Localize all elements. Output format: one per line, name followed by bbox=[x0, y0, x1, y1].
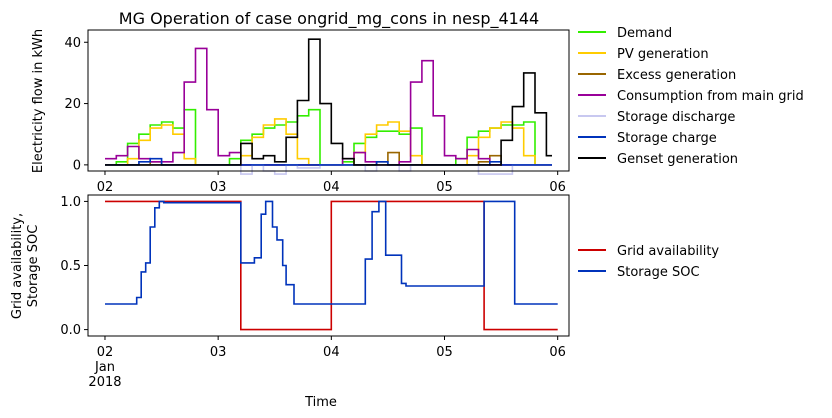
top-y-tick-label: 0 bbox=[73, 158, 81, 173]
top-chart-title: MG Operation of case ongrid_mg_cons in n… bbox=[119, 9, 539, 29]
bottom-x-tick-label: 05 bbox=[436, 345, 453, 360]
bottom-plot-area bbox=[105, 200, 558, 331]
x-axis-label: Time bbox=[304, 395, 337, 410]
top-y-tick-label: 20 bbox=[64, 97, 81, 112]
bottom-x-tick-label: 02 bbox=[97, 345, 114, 360]
top-plot-area bbox=[105, 38, 552, 175]
top-legend-label-pv-generation: PV generation bbox=[617, 47, 709, 62]
bottom-x-tick-sublabel: 2018 bbox=[88, 375, 121, 390]
bottom-y-tick-label: 0.0 bbox=[60, 323, 81, 338]
bottom-axes-frame bbox=[87, 194, 570, 337]
top-panel: MG Operation of case ongrid_mg_cons in n… bbox=[31, 9, 804, 195]
top-axes-frame bbox=[87, 29, 570, 172]
bottom-y-axis-label-line2: Storage SOC bbox=[26, 225, 41, 308]
top-legend-label-excess-generation: Excess generation bbox=[617, 68, 736, 83]
top-series-storage-discharge bbox=[105, 164, 552, 175]
bottom-x-tick-label: 03 bbox=[210, 345, 227, 360]
bottom-y-tick-label: 0.5 bbox=[60, 259, 81, 274]
top-y-tick-label: 40 bbox=[64, 36, 81, 51]
bottom-x-tick-label: 04 bbox=[323, 345, 340, 360]
top-x-tick-label: 02 bbox=[97, 180, 114, 195]
top-legend-label-demand: Demand bbox=[617, 26, 672, 41]
top-legend-label-genset-generation: Genset generation bbox=[617, 152, 738, 167]
top-series-consumption-from-main-grid bbox=[105, 47, 552, 166]
top-legend-label-storage-discharge: Storage discharge bbox=[617, 110, 735, 125]
top-series-genset-generation bbox=[105, 38, 552, 166]
bottom-y-axis-label: Grid availability, bbox=[10, 213, 25, 319]
bottom-x-tick-sublabel: Jan bbox=[94, 360, 115, 375]
top-x-tick-label: 03 bbox=[210, 180, 227, 195]
bottom-legend-label-grid-availability: Grid availability bbox=[617, 244, 719, 259]
top-x-tick-label: 05 bbox=[436, 180, 453, 195]
bottom-series-grid-availability bbox=[105, 200, 558, 331]
bottom-x-tick-label: 06 bbox=[549, 345, 566, 360]
top-legend-label-storage-charge: Storage charge bbox=[617, 131, 717, 146]
top-x-tick-label: 04 bbox=[323, 180, 340, 195]
top-legend-label-consumption-from-main-grid: Consumption from main grid bbox=[617, 89, 804, 104]
top-axis-ticks: 02 03 04 05 06 0 20 40 bbox=[64, 36, 566, 195]
bottom-legend-label-storage-soc: Storage SOC bbox=[617, 265, 700, 280]
bottom-series-storage-soc bbox=[105, 200, 558, 305]
bottom-legend: Grid availability Storage SOC bbox=[578, 244, 719, 280]
top-x-tick-label: 06 bbox=[549, 180, 566, 195]
top-y-axis-label: Electricity flow in kWh bbox=[31, 29, 46, 173]
top-legend: Demand PV generation Excess generation Cons… bbox=[578, 26, 804, 167]
bottom-y-tick-label: 1.0 bbox=[60, 195, 81, 210]
